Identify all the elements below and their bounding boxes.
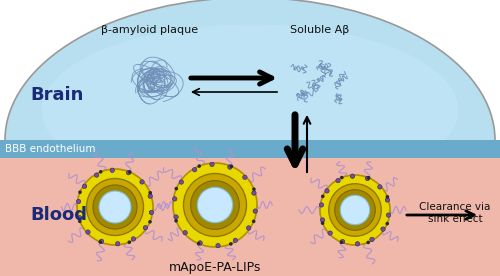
Bar (0, 158, 500, 276)
Text: mApoE-PA-LIPs: mApoE-PA-LIPs (169, 261, 261, 275)
Circle shape (99, 191, 131, 223)
Circle shape (94, 173, 99, 177)
Circle shape (246, 226, 251, 230)
Circle shape (252, 191, 256, 195)
Circle shape (367, 176, 370, 180)
Circle shape (370, 237, 374, 242)
Circle shape (386, 195, 389, 199)
Text: Soluble Aβ: Soluble Aβ (290, 25, 350, 35)
Circle shape (192, 168, 197, 172)
Circle shape (252, 219, 256, 223)
Circle shape (99, 170, 102, 174)
Circle shape (216, 243, 220, 248)
Circle shape (198, 164, 201, 168)
Circle shape (385, 198, 390, 202)
Circle shape (174, 187, 178, 190)
Text: BBB endothelium: BBB endothelium (5, 144, 96, 154)
Circle shape (334, 190, 376, 230)
Bar (0, 140, 500, 276)
Circle shape (252, 187, 256, 191)
Circle shape (98, 240, 102, 244)
Circle shape (340, 239, 345, 244)
Circle shape (172, 197, 177, 201)
Circle shape (228, 165, 232, 169)
Bar (0, 140, 500, 158)
Bar (0, 140, 500, 158)
Circle shape (325, 189, 329, 193)
Circle shape (350, 174, 354, 178)
Circle shape (365, 176, 370, 181)
Circle shape (321, 221, 324, 225)
Circle shape (356, 242, 360, 246)
Circle shape (319, 203, 324, 207)
Circle shape (76, 199, 81, 204)
Circle shape (148, 191, 152, 195)
Bar (0, 140, 500, 158)
Circle shape (198, 187, 232, 223)
Circle shape (321, 195, 324, 198)
Circle shape (340, 195, 370, 225)
Circle shape (93, 185, 137, 229)
Circle shape (86, 230, 90, 234)
Text: Brain: Brain (30, 86, 84, 104)
Circle shape (336, 178, 340, 183)
Circle shape (78, 219, 82, 223)
Circle shape (78, 190, 82, 194)
Circle shape (77, 169, 153, 245)
Circle shape (381, 227, 385, 231)
Circle shape (173, 163, 257, 247)
Circle shape (143, 225, 148, 230)
Circle shape (230, 164, 233, 168)
Circle shape (366, 241, 370, 244)
Circle shape (110, 168, 114, 172)
Circle shape (233, 238, 237, 243)
Circle shape (198, 241, 202, 245)
Circle shape (320, 218, 325, 222)
Circle shape (386, 222, 389, 225)
Circle shape (386, 213, 391, 217)
Circle shape (128, 170, 132, 174)
Circle shape (126, 171, 130, 175)
Circle shape (329, 184, 382, 236)
Circle shape (86, 179, 144, 235)
Circle shape (229, 242, 232, 246)
Circle shape (328, 231, 332, 235)
Circle shape (179, 180, 184, 184)
Circle shape (340, 176, 344, 179)
Circle shape (128, 240, 131, 244)
Ellipse shape (42, 25, 458, 195)
Circle shape (140, 180, 144, 184)
Circle shape (131, 237, 136, 241)
Circle shape (148, 194, 152, 198)
Circle shape (100, 239, 103, 243)
Circle shape (149, 210, 154, 215)
Circle shape (82, 184, 87, 189)
Circle shape (210, 162, 214, 167)
Circle shape (320, 175, 390, 245)
Circle shape (116, 242, 120, 246)
Circle shape (148, 220, 152, 224)
Bar (0, 140, 500, 276)
Text: Clearance via
sink effect: Clearance via sink effect (420, 202, 490, 224)
Text: β-amyloid plaque: β-amyloid plaque (102, 25, 198, 35)
Circle shape (253, 209, 258, 213)
Circle shape (340, 240, 343, 244)
Circle shape (174, 215, 178, 219)
Circle shape (183, 230, 188, 235)
Text: Blood: Blood (30, 206, 87, 224)
Ellipse shape (5, 0, 495, 276)
Circle shape (197, 242, 200, 245)
Circle shape (190, 181, 240, 229)
Circle shape (184, 174, 246, 237)
Circle shape (78, 216, 82, 220)
Circle shape (378, 185, 382, 189)
Circle shape (242, 175, 247, 179)
Circle shape (174, 219, 178, 222)
